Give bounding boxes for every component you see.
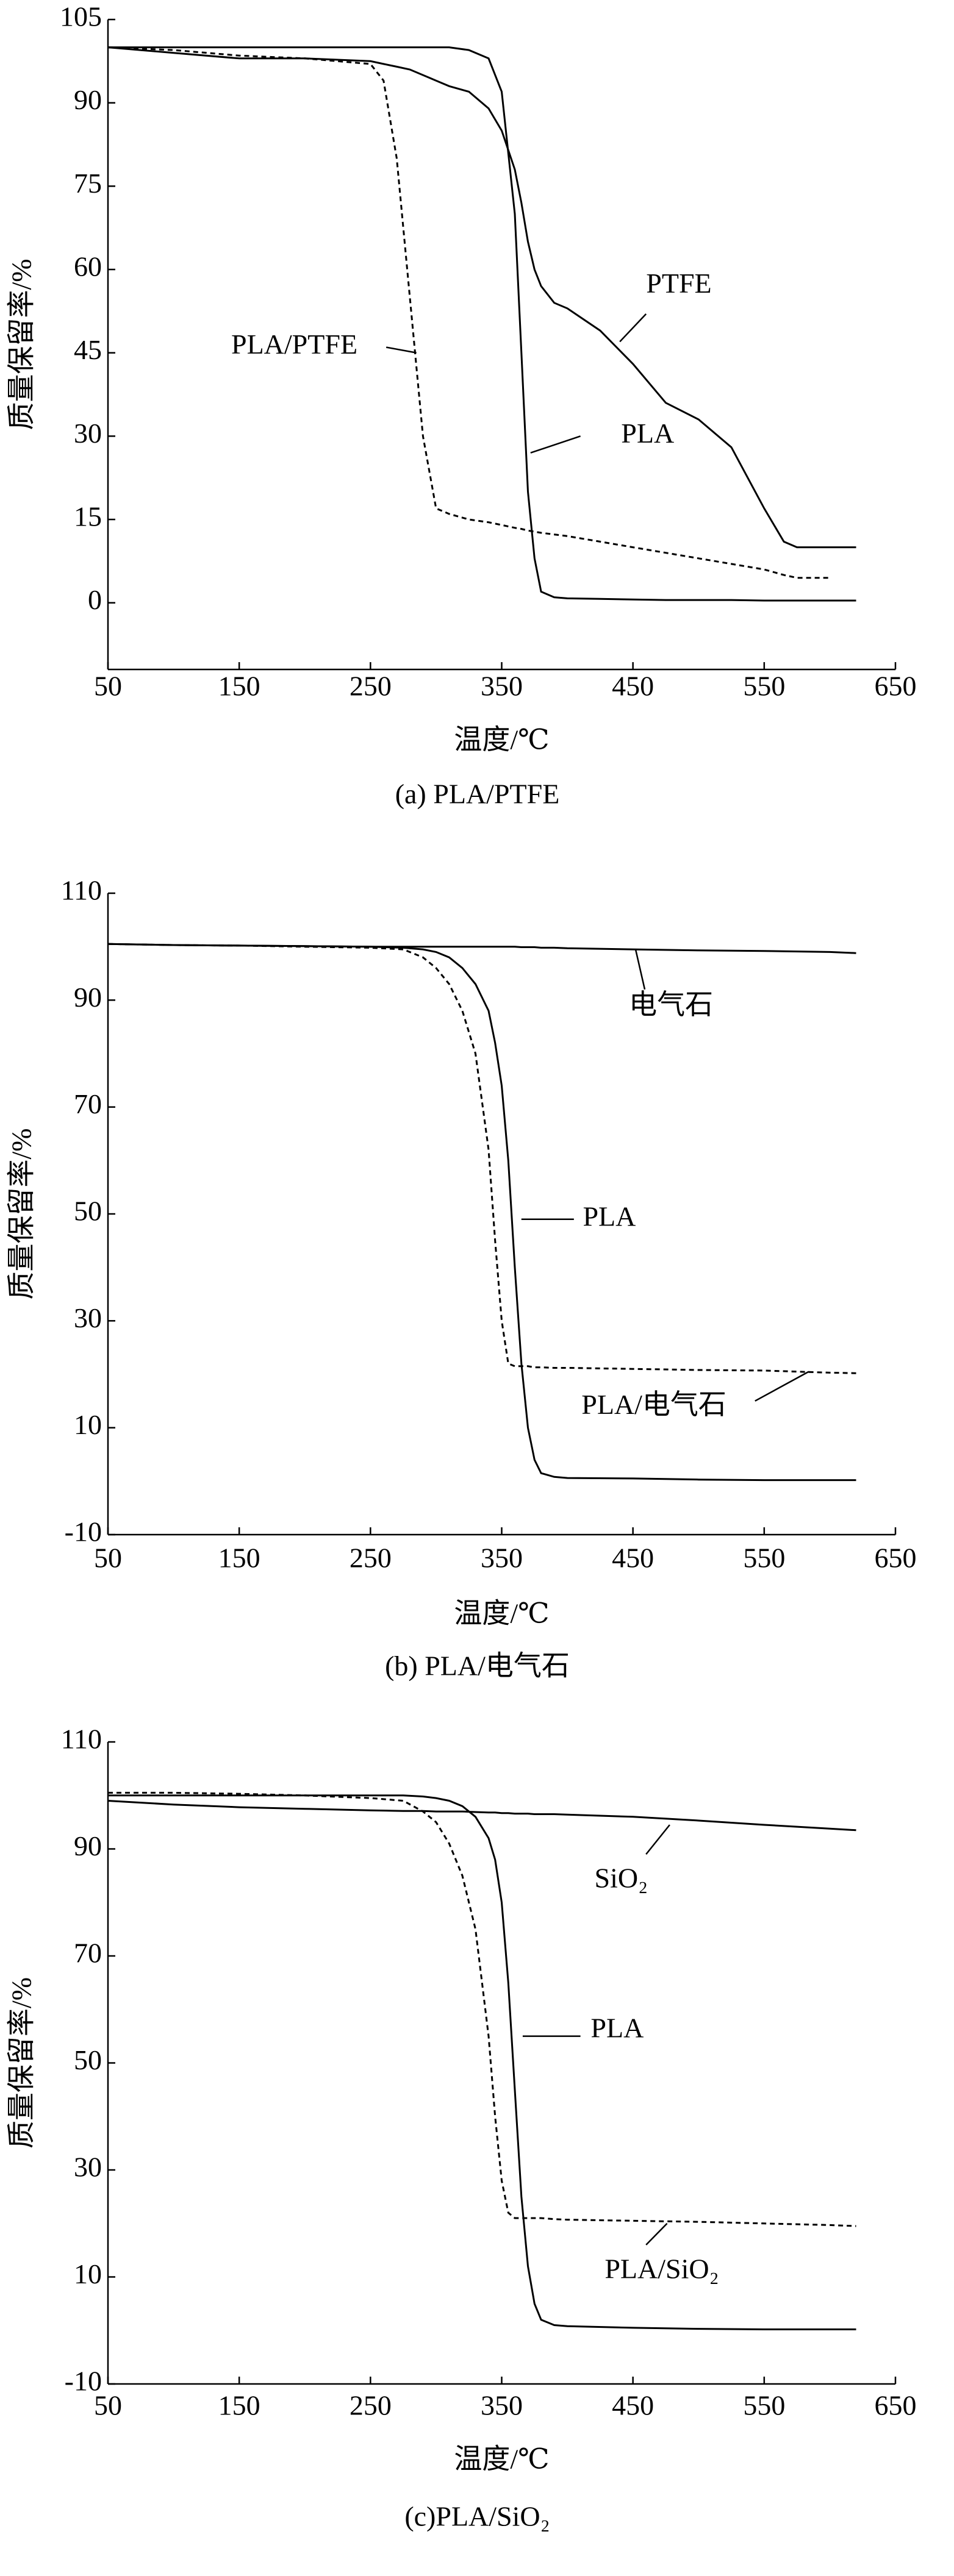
x-tick-label: 50: [94, 671, 122, 702]
x-tick-label: 550: [743, 2390, 785, 2421]
y-tick-label: 70: [74, 1938, 102, 1969]
label-leader: [634, 949, 646, 990]
series-line: [108, 1794, 856, 2330]
y-tick-label: 45: [74, 334, 102, 365]
label-leader: [530, 435, 581, 454]
series-label: PLA: [583, 1201, 636, 1232]
caption: (a) PLA/PTFE: [395, 779, 560, 810]
x-tick-label: 250: [350, 671, 392, 702]
series-label: 电气石: [629, 989, 713, 1020]
y-tick-label: 60: [74, 251, 102, 282]
y-tick-label: -10: [65, 1516, 102, 1547]
x-tick-label: 250: [350, 1543, 392, 1574]
x-tick-label: 250: [350, 2390, 392, 2421]
series-label: PLA/PTFE: [231, 329, 357, 360]
label-leader: [645, 1824, 670, 1855]
y-tick-label: 90: [74, 1830, 102, 1861]
y-tick-label: 50: [74, 2044, 102, 2075]
x-tick-label: 450: [612, 2390, 654, 2421]
caption: (b) PLA/电气石: [385, 1650, 570, 1682]
y-tick-label: 30: [74, 2152, 102, 2183]
y-tick-label: 90: [74, 84, 102, 115]
y-tick-label: -10: [65, 2366, 102, 2397]
series-line: [107, 1800, 856, 1832]
label-leader: [386, 346, 417, 354]
label-leader: [755, 1371, 809, 1402]
x-axis-title: 温度/℃: [454, 1598, 549, 1629]
y-tick-label: 30: [74, 1302, 102, 1333]
x-tick-label: 550: [743, 671, 785, 702]
chart: -10 10 30 50 70 90 110 50 150 250 350 450 550 650 温度/℃…: [6, 875, 917, 1682]
y-tick-label: 110: [61, 875, 102, 906]
y-tick-label: 30: [74, 418, 102, 449]
x-tick-label: 650: [875, 2390, 917, 2421]
chart: -10 10 30 50 70 90 110 50 150 250 350 450 550 650 温度/℃…: [6, 1724, 917, 2532]
y-tick-label: 105: [60, 1, 102, 32]
x-tick-label: 550: [743, 1543, 785, 1574]
caption: (c)PLA/SiO₂: [404, 2501, 550, 2532]
series-line: [107, 46, 856, 549]
series-line: [107, 943, 856, 1482]
y-tick-label: 70: [74, 1088, 102, 1119]
y-axis-title: 质量保留率/%: [6, 1128, 37, 1299]
x-tick-label: 350: [481, 1543, 523, 1574]
x-tick-label: 650: [875, 671, 917, 702]
series-line: [108, 1791, 856, 2227]
x-axis-title: 温度/℃: [454, 724, 549, 755]
x-tick-label: 150: [218, 2390, 260, 2421]
x-tick-label: 50: [94, 2390, 122, 2421]
series-line: [107, 46, 830, 579]
x-tick-label: 450: [612, 1543, 654, 1574]
y-tick-label: 10: [74, 1409, 102, 1440]
y-tick-label: 15: [74, 501, 102, 532]
x-tick-label: 50: [94, 1543, 122, 1574]
x-tick-label: 350: [481, 671, 523, 702]
x-tick-label: 650: [875, 1543, 917, 1574]
y-tick-label: 0: [88, 584, 102, 615]
label-leader: [619, 313, 647, 343]
series-label: PLA/SiO₂: [604, 2253, 719, 2284]
label-leader: [645, 2222, 668, 2246]
y-axis-title: 质量保留率/%: [6, 1977, 37, 2149]
y-tick-label: 110: [61, 1724, 102, 1755]
series-line: [107, 943, 856, 1374]
y-tick-label: 10: [74, 2258, 102, 2289]
x-tick-label: 450: [612, 671, 654, 702]
x-tick-label: 350: [481, 2390, 523, 2421]
series-label: PTFE: [646, 268, 711, 299]
x-axis-title: 温度/℃: [454, 2444, 549, 2475]
series-label: PLA: [621, 418, 674, 449]
y-axis-title: 质量保留率/%: [6, 259, 37, 430]
x-tick-label: 150: [218, 1543, 260, 1574]
y-tick-label: 75: [74, 168, 102, 199]
series-label: SiO₂: [594, 1863, 648, 1894]
y-tick-label: 90: [74, 982, 102, 1013]
x-tick-label: 150: [218, 671, 260, 702]
series-line: [108, 46, 856, 602]
y-tick-label: 50: [74, 1196, 102, 1227]
chart: 0 15 30 45 60 75 90 105 50 150 250 350 450 550 650 温度/℃…: [6, 1, 917, 810]
series-label: PLA/电气石: [581, 1389, 726, 1420]
series-label: PLA: [590, 2012, 644, 2043]
